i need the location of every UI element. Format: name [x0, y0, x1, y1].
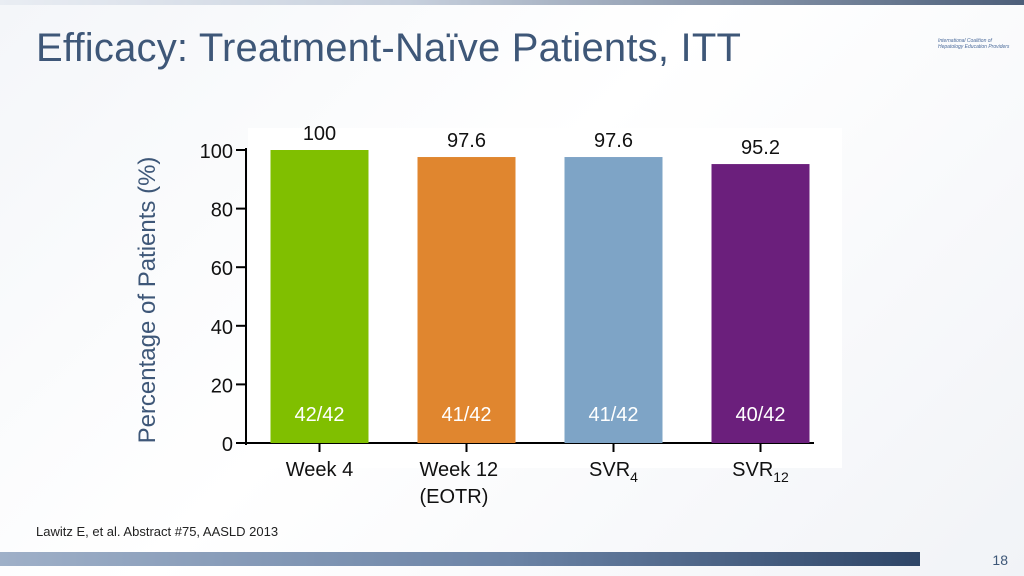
bottom-accent-bar: [0, 552, 920, 566]
bar-3: [564, 157, 663, 444]
top-accent-bar: [0, 0, 1024, 5]
y-tick-label-20: 20: [211, 375, 233, 397]
fraction-label-1: 42/42: [294, 404, 344, 426]
slide-title: Efficacy: Treatment-Naïve Patients, ITT: [36, 26, 742, 70]
y-tick-label-40: 40: [211, 317, 233, 339]
y-tick-label-60: 60: [211, 258, 233, 280]
category-label-2: Week 12: [420, 459, 499, 481]
y-tick-label-0: 0: [222, 434, 233, 456]
logo-line-1: International Coalition of: [938, 38, 992, 44]
organization-logo: International Coalition of Hepatology Ed…: [938, 38, 1018, 50]
value-label-4: 95.2: [741, 137, 780, 159]
value-label-2: 97.6: [447, 130, 486, 152]
fraction-label-2: 41/42: [441, 404, 491, 426]
category-label-4: SVR12: [732, 459, 789, 485]
y-tick-label-100: 100: [200, 141, 233, 163]
value-label-1: 100: [303, 123, 336, 145]
page-number: 18: [992, 552, 1008, 568]
y-tick-label-80: 80: [211, 200, 233, 222]
category-label-1: Week 4: [286, 459, 353, 481]
category-label-3: SVR4: [589, 459, 638, 485]
bar-4: [711, 164, 810, 443]
logo-line-2: Hepatology Education Providers: [938, 44, 1010, 50]
value-label-3: 97.6: [594, 130, 633, 152]
bar-1: [270, 150, 369, 443]
citation: Lawitz E, et al. Abstract #75, AASLD 201…: [36, 524, 279, 539]
bar-2: [417, 157, 516, 444]
category-label-2-line2: (EOTR): [420, 486, 489, 508]
fraction-label-4: 40/42: [735, 404, 785, 426]
fraction-label-3: 41/42: [588, 404, 638, 426]
